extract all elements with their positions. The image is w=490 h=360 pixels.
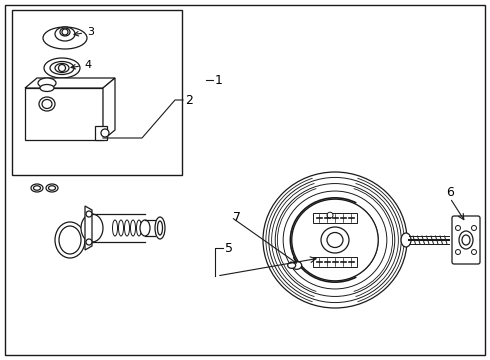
Ellipse shape <box>292 199 378 281</box>
Polygon shape <box>103 78 115 140</box>
Polygon shape <box>25 78 115 88</box>
Text: 5: 5 <box>225 242 233 255</box>
Ellipse shape <box>31 184 43 192</box>
Bar <box>313 213 357 223</box>
Circle shape <box>86 239 92 245</box>
Ellipse shape <box>137 220 142 236</box>
Ellipse shape <box>81 214 103 242</box>
Ellipse shape <box>39 97 55 111</box>
Circle shape <box>327 212 333 218</box>
Ellipse shape <box>263 172 407 308</box>
Ellipse shape <box>43 27 87 49</box>
Ellipse shape <box>40 85 54 91</box>
Ellipse shape <box>157 221 163 235</box>
Ellipse shape <box>124 220 129 236</box>
Ellipse shape <box>155 217 165 239</box>
Text: 7: 7 <box>233 211 241 224</box>
Ellipse shape <box>49 186 55 190</box>
Circle shape <box>86 211 92 217</box>
Ellipse shape <box>55 222 85 258</box>
Ellipse shape <box>462 235 470 245</box>
Circle shape <box>101 129 109 137</box>
Circle shape <box>456 249 461 255</box>
Text: 2: 2 <box>185 94 193 107</box>
Ellipse shape <box>55 27 75 41</box>
Text: 1: 1 <box>215 73 223 86</box>
Circle shape <box>471 249 476 255</box>
Ellipse shape <box>38 78 56 88</box>
Ellipse shape <box>292 261 302 269</box>
Ellipse shape <box>50 62 74 75</box>
Ellipse shape <box>459 231 473 249</box>
Text: 3: 3 <box>74 27 94 37</box>
Ellipse shape <box>283 191 387 289</box>
Ellipse shape <box>33 186 41 190</box>
Ellipse shape <box>292 199 378 281</box>
Ellipse shape <box>401 233 411 247</box>
Ellipse shape <box>269 177 401 302</box>
Ellipse shape <box>288 262 295 268</box>
Text: 4: 4 <box>71 60 91 70</box>
Bar <box>313 257 357 267</box>
Ellipse shape <box>275 184 395 296</box>
Bar <box>95 126 107 140</box>
Ellipse shape <box>119 220 123 236</box>
Circle shape <box>471 225 476 230</box>
Polygon shape <box>85 206 92 250</box>
Ellipse shape <box>327 233 343 248</box>
Ellipse shape <box>140 220 150 236</box>
FancyBboxPatch shape <box>452 216 480 264</box>
Bar <box>12 10 182 175</box>
Ellipse shape <box>321 227 349 253</box>
Circle shape <box>456 225 461 230</box>
Circle shape <box>58 64 66 72</box>
Ellipse shape <box>55 63 69 72</box>
Ellipse shape <box>42 99 52 108</box>
Bar <box>25 88 103 140</box>
Ellipse shape <box>60 28 70 36</box>
Ellipse shape <box>44 58 80 78</box>
Circle shape <box>62 29 68 35</box>
Text: 6: 6 <box>446 185 454 198</box>
Ellipse shape <box>46 184 58 192</box>
Ellipse shape <box>130 220 136 236</box>
Ellipse shape <box>113 220 118 236</box>
Ellipse shape <box>59 226 81 254</box>
